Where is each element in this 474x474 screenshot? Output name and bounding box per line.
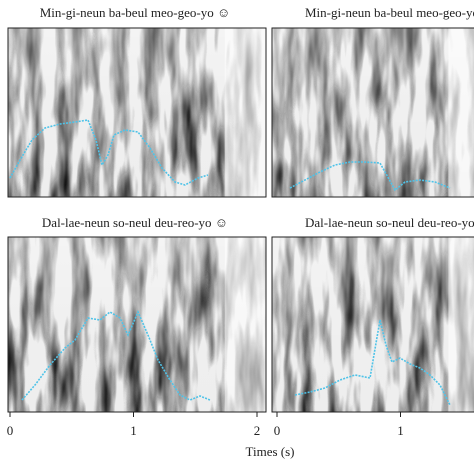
panel-frame [271, 236, 474, 413]
spectrogram [272, 237, 474, 412]
silence [224, 28, 266, 197]
silence [224, 237, 266, 412]
silence [448, 28, 474, 197]
panel-title: Dal-lae-neun so-neul deu-reo-yo ☺ [42, 215, 228, 230]
pitch-contour [9, 119, 209, 186]
x-tick-label: 0 [7, 423, 14, 438]
spectrogram [272, 28, 474, 197]
panel-frame [7, 236, 267, 413]
panel-title: Min-gi-neun ba-beul meo-geo-yo ☺ [40, 5, 231, 20]
spectrogram-fade [8, 237, 266, 412]
panel-frame [271, 27, 474, 198]
pitch-contour [21, 309, 211, 401]
x-tick-label: 1 [397, 423, 404, 438]
x-tick-label: 1 [130, 423, 137, 438]
x-axis-label: Times (s) [245, 444, 294, 459]
spectrogram-fade [272, 237, 474, 412]
silence [448, 237, 474, 412]
x-tick-label: 0 [274, 423, 281, 438]
panel-frame [7, 27, 267, 198]
panel-title: Min-gi-neun ba-beul meo-geo-yo ☺ [305, 5, 474, 20]
pitch-contour [294, 319, 451, 406]
spectrogram-fade [8, 28, 266, 197]
spectrogram [8, 237, 266, 412]
x-tick-label: 2 [254, 423, 261, 438]
pitch-contour [289, 161, 451, 192]
spectrogram [8, 28, 266, 197]
panel-title: Dal-lae-neun so-neul deu-reo-yo ☺ [305, 215, 474, 230]
spectrogram-fade [272, 28, 474, 197]
